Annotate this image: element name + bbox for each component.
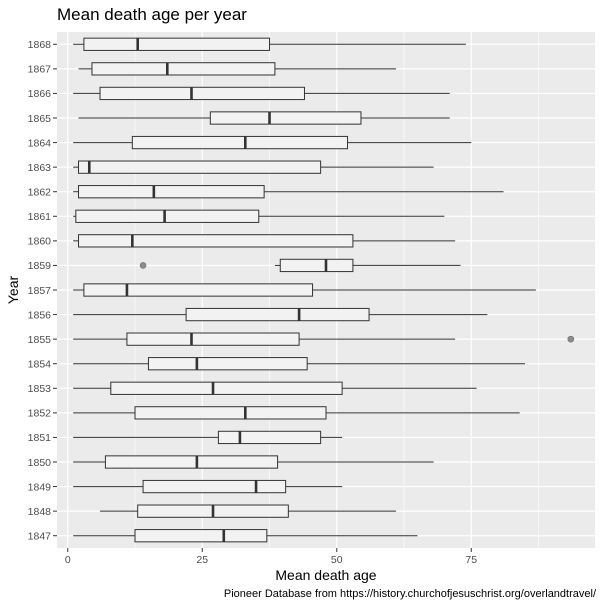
y-tick-label: 1860 bbox=[28, 236, 52, 248]
iqr-box bbox=[134, 406, 327, 420]
y-tick-label: 1854 bbox=[28, 359, 52, 371]
x-tick-label: 75 bbox=[465, 554, 477, 566]
y-tick-label: 1868 bbox=[28, 39, 52, 51]
y-tick-labels: 1868 1867 1866 1865 1864 1863 1862 1861 1860 1859… bbox=[28, 39, 57, 543]
iqr-box bbox=[185, 307, 370, 322]
y-tick-label: 1852 bbox=[28, 408, 52, 420]
box-1851 bbox=[73, 430, 343, 445]
box-1868 bbox=[73, 37, 466, 51]
box-1848 bbox=[100, 504, 396, 518]
y-tick-label: 1849 bbox=[28, 481, 52, 493]
box-1847 bbox=[73, 529, 418, 543]
box-1859 bbox=[139, 258, 461, 273]
y-tick-label: 1848 bbox=[28, 506, 52, 518]
box-1862 bbox=[73, 185, 504, 199]
box-1861 bbox=[73, 209, 445, 223]
box-1850 bbox=[73, 455, 434, 469]
iqr-box bbox=[142, 479, 287, 494]
y-tick-label: 1850 bbox=[28, 457, 52, 469]
box-1855 bbox=[73, 332, 575, 346]
y-tick-label: 1863 bbox=[28, 162, 52, 174]
iqr-box bbox=[91, 62, 276, 76]
iqr-box bbox=[134, 529, 268, 543]
iqr-box bbox=[126, 332, 300, 346]
y-tick-label: 1855 bbox=[28, 334, 52, 346]
y-tick-label: 1865 bbox=[28, 113, 52, 125]
outlier-point bbox=[139, 262, 147, 269]
box-1863 bbox=[73, 160, 434, 174]
y-axis-title: Year bbox=[5, 276, 21, 305]
x-tick-label: 0 bbox=[65, 554, 71, 566]
y-tick-label: 1847 bbox=[28, 531, 52, 543]
box-1857 bbox=[73, 283, 536, 297]
outlier-point bbox=[567, 335, 575, 343]
y-tick-label: 1857 bbox=[28, 285, 52, 297]
x-tick-labels: 0 25 50 75 bbox=[65, 548, 477, 566]
chart-caption: Pioneer Database from https://history.ch… bbox=[224, 588, 597, 600]
iqr-box bbox=[75, 209, 260, 223]
box-1849 bbox=[73, 479, 343, 494]
box-1856 bbox=[73, 307, 488, 322]
iqr-box bbox=[83, 37, 271, 51]
iqr-box bbox=[131, 135, 349, 150]
iqr-box bbox=[217, 430, 322, 445]
x-tick-label: 50 bbox=[331, 554, 343, 566]
box-1865 bbox=[78, 111, 450, 125]
x-axis-title: Mean death age bbox=[275, 567, 376, 583]
iqr-box bbox=[147, 357, 308, 371]
box-1860 bbox=[73, 234, 456, 248]
iqr-box bbox=[209, 111, 362, 125]
box-1864 bbox=[73, 135, 472, 150]
iqr-box bbox=[78, 185, 265, 199]
box-1867 bbox=[78, 62, 396, 76]
y-tick-label: 1851 bbox=[28, 432, 52, 444]
box-1854 bbox=[73, 357, 526, 371]
boxes-layer bbox=[73, 37, 575, 543]
y-tick-label: 1859 bbox=[28, 260, 52, 272]
chart-title: Mean death age per year bbox=[57, 5, 247, 24]
iqr-box bbox=[83, 283, 314, 297]
iqr-box bbox=[78, 160, 322, 174]
box-1853 bbox=[73, 381, 477, 395]
y-tick-label: 1856 bbox=[28, 309, 52, 321]
iqr-box bbox=[78, 234, 354, 248]
iqr-box bbox=[110, 381, 343, 395]
y-tick-label: 1853 bbox=[28, 383, 52, 395]
y-tick-label: 1862 bbox=[28, 187, 52, 199]
iqr-box bbox=[99, 86, 305, 101]
box-1852 bbox=[73, 406, 520, 420]
x-tick-label: 25 bbox=[196, 554, 208, 566]
y-tick-label: 1861 bbox=[28, 211, 52, 223]
y-tick-label: 1867 bbox=[28, 64, 52, 76]
box-1866 bbox=[73, 86, 450, 101]
iqr-box bbox=[104, 455, 279, 469]
iqr-box bbox=[279, 258, 354, 273]
y-tick-label: 1866 bbox=[28, 88, 52, 100]
y-tick-label: 1864 bbox=[28, 137, 52, 149]
